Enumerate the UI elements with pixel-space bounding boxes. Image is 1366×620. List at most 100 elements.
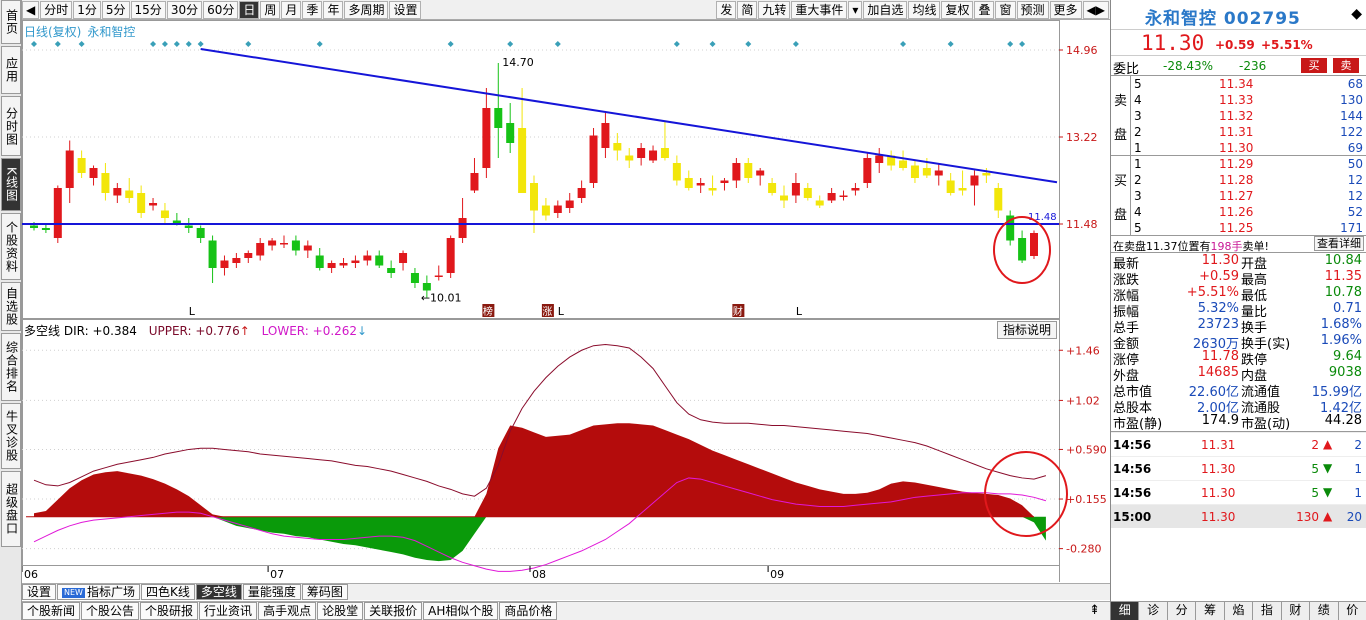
indicator-axis-label: +0.155 — [1066, 493, 1107, 506]
indicator-tab-label: 四色K线 — [145, 585, 190, 599]
indicator-tab-5[interactable]: 筹码图 — [301, 584, 348, 600]
period-tab-6[interactable]: 日 — [239, 0, 260, 19]
sell-button[interactable]: 卖 — [1333, 58, 1359, 73]
leftnav-item-3[interactable]: K线图 — [1, 158, 21, 211]
trend-line[interactable] — [200, 48, 1058, 184]
period-tab-8[interactable]: 月 — [281, 0, 302, 19]
quote-tab-1[interactable]: 诊 — [1139, 602, 1168, 620]
info-tab-7[interactable]: AH相似个股 — [423, 602, 499, 620]
period-tab-7[interactable]: 周 — [260, 0, 281, 19]
period-tab-11[interactable]: 多周期 — [344, 0, 389, 19]
info-tab-3[interactable]: 行业资讯 — [199, 602, 258, 620]
chart-mode: 日线(复权) — [24, 25, 82, 39]
indicator-name[interactable]: 多空线 — [24, 324, 61, 338]
bid-row[interactable]: 4 11.26 52 — [1131, 204, 1366, 220]
toolbar-button-10[interactable]: 更多 — [1049, 1, 1082, 19]
indicator-tab-1[interactable]: NEW 指标广场 — [57, 584, 140, 600]
indicator-explain-button[interactable]: 指标说明 — [997, 321, 1057, 339]
toolbar-button-6[interactable]: 复权 — [941, 1, 974, 19]
period-tab-3[interactable]: 15分 — [130, 0, 166, 19]
period-tab-0[interactable]: 分时 — [40, 0, 73, 19]
toolbar-button-2[interactable]: 九转 — [758, 1, 791, 19]
toolbar-button-1[interactable]: 简 — [737, 1, 758, 19]
stat-label: 总手 — [1113, 321, 1140, 336]
candle-body — [851, 188, 860, 191]
scroll-left-button[interactable]: ◀ — [22, 0, 40, 19]
indicator-tab-0[interactable]: 设置 — [22, 584, 57, 600]
period-tab-4[interactable]: 30分 — [166, 0, 203, 19]
leftnav-item-5[interactable]: 自选股 — [1, 282, 21, 331]
quote-tab-8[interactable]: 价 — [1339, 602, 1366, 620]
ask-row[interactable]: 2 11.31 122 — [1131, 124, 1366, 140]
buy-button[interactable]: 买 — [1301, 58, 1327, 73]
tick-count: 1 — [1354, 462, 1362, 476]
leftnav-item-4[interactable]: 个股资料 — [1, 213, 21, 280]
toolbar-button-0[interactable]: 发 — [716, 1, 737, 19]
ask-row[interactable]: 1 11.30 69 — [1131, 140, 1366, 156]
leftnav-item-1[interactable]: 应用 — [1, 46, 21, 94]
indicator-tab-4[interactable]: 量能强度 — [242, 584, 301, 600]
quote-tab-0[interactable]: 细 — [1111, 602, 1140, 620]
leftnav-item-6[interactable]: 综合排名 — [1, 333, 21, 401]
stat-label: 内盘 — [1241, 369, 1268, 384]
period-tab-1[interactable]: 1分 — [73, 0, 101, 19]
period-tab-5[interactable]: 60分 — [203, 0, 239, 19]
toolbar-button-8[interactable]: 窗 — [995, 1, 1016, 19]
quote-tab-6[interactable]: 财 — [1282, 602, 1311, 620]
period-tab-10[interactable]: 年 — [323, 0, 344, 19]
ask-row[interactable]: 3 11.32 144 — [1131, 108, 1366, 124]
stat-value: 10.84 — [1324, 253, 1362, 268]
info-tab-4[interactable]: 高手观点 — [258, 602, 317, 620]
kline-panel-border — [22, 20, 1060, 319]
event-marker[interactable] — [732, 304, 745, 317]
quote-tab-3[interactable]: 筹 — [1196, 602, 1225, 620]
info-tab-6[interactable]: 关联报价 — [364, 602, 423, 620]
toolbar-nav-icon[interactable]: ◀▶ — [1082, 1, 1109, 19]
kline-chart-area[interactable]: 14.96 13.22 11.48 14.70 ←10.01 11.48 L L L 榜 涨 财 +1.… — [22, 20, 1110, 582]
period-tab-12[interactable]: 设置 — [389, 0, 422, 19]
period-tab-2[interactable]: 5分 — [101, 0, 130, 19]
signal-diamond-marker — [947, 41, 954, 47]
candle-body — [256, 243, 265, 256]
leftnav-item-2[interactable]: 分时图 — [1, 96, 21, 156]
event-marker[interactable] — [482, 304, 495, 317]
indicator-tab-3[interactable]: 多空线 — [195, 584, 242, 600]
leftnav-item-7[interactable]: 牛叉诊股 — [1, 403, 21, 469]
event-marker[interactable] — [541, 304, 554, 317]
toolbar-button-9[interactable]: 预测 — [1016, 1, 1049, 19]
view-detail-button[interactable]: 查看详细 — [1314, 236, 1364, 251]
pin-icon[interactable]: ⇞ — [1089, 603, 1100, 618]
info-tab-5[interactable]: 论股堂 — [317, 602, 364, 620]
quote-tab-2[interactable]: 分 — [1168, 602, 1197, 620]
indicator-tab-2[interactable]: 四色K线 — [140, 584, 195, 600]
toolbar-button-7[interactable]: 叠 — [974, 1, 995, 19]
info-tab-8[interactable]: 商品价格 — [499, 602, 558, 620]
bid-row[interactable]: 2 11.28 12 — [1131, 172, 1366, 188]
quote-tab-4[interactable]: 焰 — [1225, 602, 1254, 620]
toolbar-button-4[interactable]: 加自选 — [863, 1, 908, 19]
toolbar-button-3[interactable]: 重大事件 — [791, 1, 848, 19]
info-tab-0[interactable]: 个股新闻 — [22, 602, 81, 620]
period-tab-9[interactable]: 季 — [302, 0, 323, 19]
bid-row[interactable]: 3 11.27 12 — [1131, 188, 1366, 204]
ask-row[interactable]: 5 11.34 68 — [1131, 76, 1366, 92]
bid-side-label-1: 买 — [1113, 173, 1127, 189]
leftnav-item-0[interactable]: 首页 — [1, 0, 21, 44]
ask-row[interactable]: 4 11.33 130 — [1131, 92, 1366, 108]
kline-chart[interactable]: 14.96 13.22 11.48 14.70 ←10.01 11.48 L L L 榜 涨 财 +1.… — [22, 20, 1110, 582]
info-tab-1[interactable]: 个股公告 — [81, 602, 140, 620]
info-tab-2[interactable]: 个股研报 — [140, 602, 199, 620]
tick-list[interactable]: 14:56 11.31 2 ▲ 2 14:56 11.30 5 ▼ 1 14:56 11.30 5 ▼ 1 1… — [1111, 432, 1366, 528]
bid-row[interactable]: 1 11.29 50 — [1131, 156, 1366, 172]
bid-row[interactable]: 5 11.25 171 — [1131, 220, 1366, 236]
quote-tab-5[interactable]: 指 — [1253, 602, 1282, 620]
tick-row: 14:56 11.30 5 ▼ 1 — [1111, 480, 1366, 504]
stat-label: 换手 — [1241, 321, 1268, 336]
bid-side-label-2: 盘 — [1113, 207, 1127, 223]
quote-tab-7[interactable]: 绩 — [1310, 602, 1339, 620]
toolbar-button-5[interactable]: 均线 — [908, 1, 941, 19]
bid-volume: 50 — [1347, 157, 1363, 171]
event-dropdown-icon[interactable]: ▾ — [848, 1, 863, 19]
leftnav-item-8[interactable]: 超级盘口 — [1, 471, 21, 547]
panel-menu-icon[interactable]: ◆ — [1351, 6, 1362, 22]
